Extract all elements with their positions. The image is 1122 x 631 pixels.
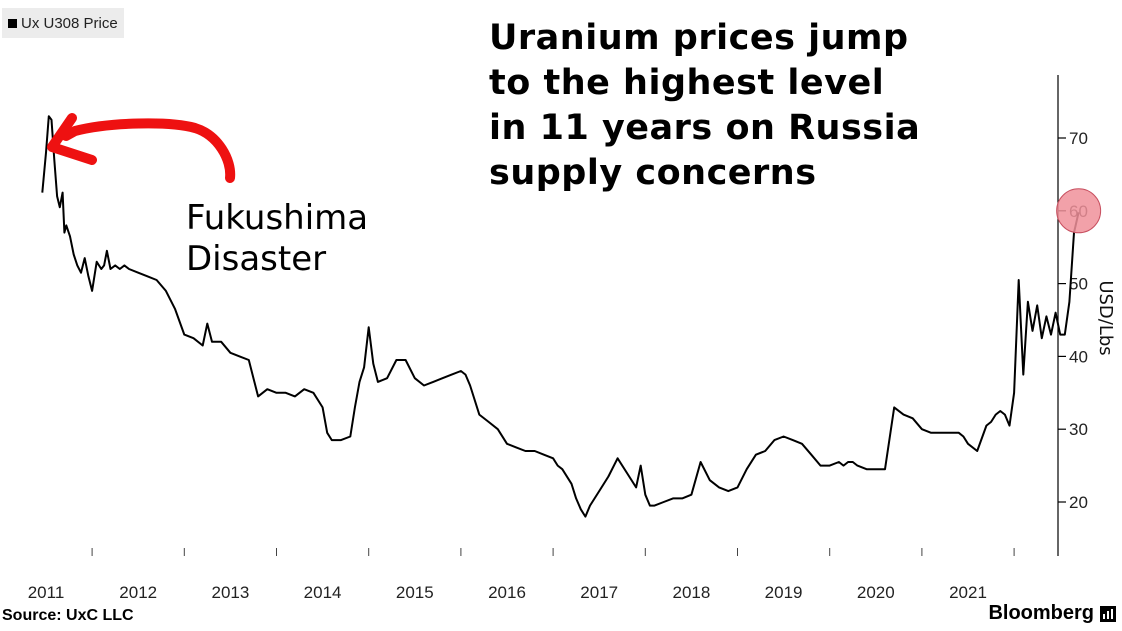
headline: Uranium prices jump to the highest level… xyxy=(489,16,1009,196)
red-arrow-icon xyxy=(47,113,236,183)
x-tick-label: 2019 xyxy=(765,583,803,602)
source-note: Source: UxC LLC xyxy=(2,607,134,624)
x-tick-label: 2014 xyxy=(304,583,342,602)
x-tick-label: 2012 xyxy=(119,583,157,602)
brand-name: Bloomberg xyxy=(988,602,1094,624)
x-tick-label: 2011 xyxy=(28,583,65,602)
y-axis: 203040506070 xyxy=(1058,129,1088,512)
legend: Ux U308 Price xyxy=(2,8,124,38)
series-line-uranium xyxy=(41,115,1080,518)
y-tick-label: 20 xyxy=(1069,493,1088,512)
y-tick-label: 40 xyxy=(1069,347,1088,366)
headline-line: in 11 years on Russia xyxy=(489,108,921,148)
x-axis: 2011 2012 2013 2014 2015 2016 2017 2018 2019 2020… xyxy=(28,548,1015,602)
x-tick-label: 2016 xyxy=(488,583,526,602)
annotation-line: Disaster xyxy=(186,239,327,279)
x-tick-label: 2015 xyxy=(396,583,434,602)
headline-line: Uranium prices jump xyxy=(489,18,909,58)
legend-label: Ux U308 Price xyxy=(21,14,118,32)
highlight-circle xyxy=(1056,188,1102,234)
y-tick-label: 70 xyxy=(1069,129,1088,148)
brand-logo: Bloomberg xyxy=(988,602,1116,625)
headline-line: to the highest level xyxy=(489,63,885,103)
y-axis-title: USD/Lbs xyxy=(1095,280,1116,355)
y-tick-label: 30 xyxy=(1069,420,1088,439)
legend-swatch xyxy=(8,18,17,28)
x-tick-label: 2021 xyxy=(949,583,987,602)
annotation-line: Fukushima xyxy=(186,198,369,238)
x-tick-label: 2020 xyxy=(857,583,895,602)
headline-line: supply concerns xyxy=(489,153,817,193)
x-tick-label: 2017 xyxy=(580,583,618,602)
fukushima-annotation: Fukushima Disaster xyxy=(186,198,368,280)
y-tick-label: 50 xyxy=(1069,275,1088,294)
x-tick-label: 2013 xyxy=(211,583,249,602)
x-tick-label: 2018 xyxy=(672,583,710,602)
terminal-icon xyxy=(1100,605,1116,622)
